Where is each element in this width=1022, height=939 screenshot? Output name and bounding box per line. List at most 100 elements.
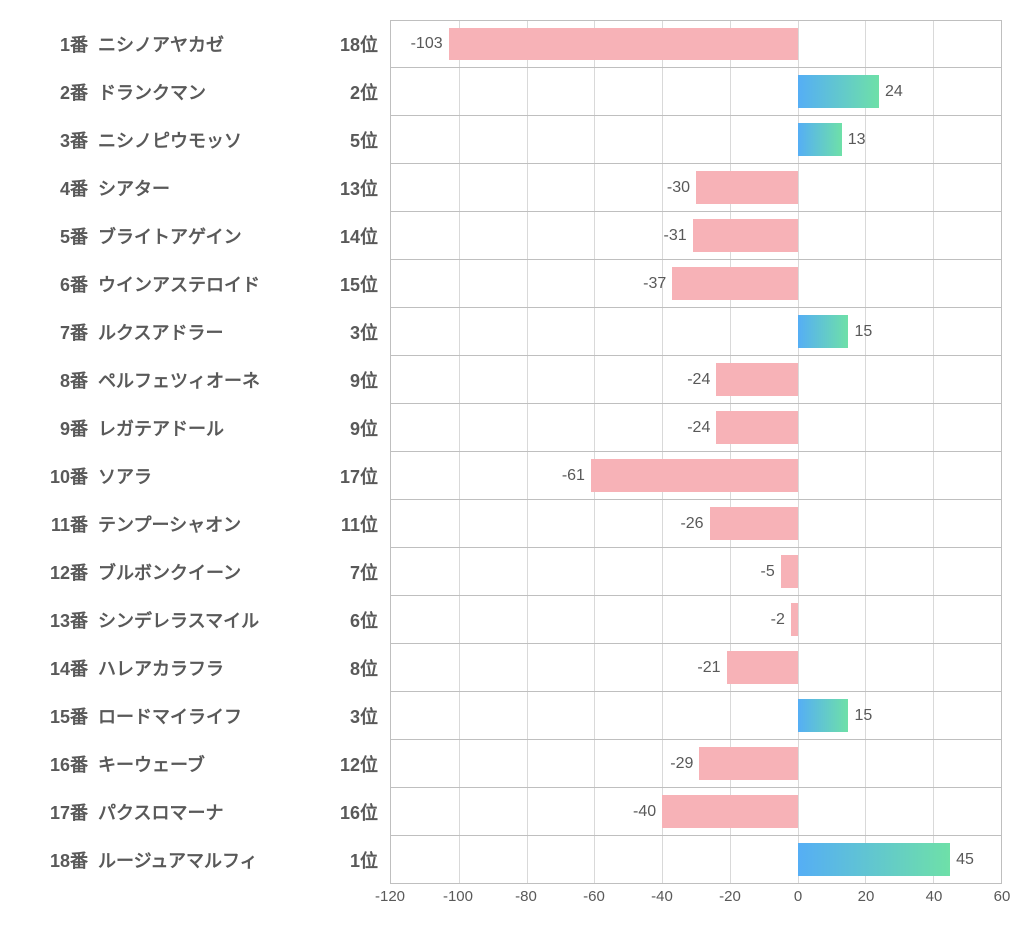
table-row: 8番 ペルフェツィオーネ 9位 -24 <box>20 356 1002 404</box>
table-row: 4番 シアター 13位 -30 <box>20 164 1002 212</box>
entry-rank: 1位 <box>318 847 390 873</box>
plot-cell: -24 <box>390 404 1002 452</box>
entry-number: 9番 <box>20 415 98 441</box>
entry-number: 5番 <box>20 223 98 249</box>
bar-value-label: 13 <box>842 131 866 149</box>
bar-positive <box>798 843 951 876</box>
entry-rank: 12位 <box>318 751 390 777</box>
entry-rank: 13位 <box>318 175 390 201</box>
entry-name: ニシノアヤカゼ <box>98 31 318 57</box>
entry-name: ニシノピウモッソ <box>98 127 318 153</box>
bar-negative <box>727 651 798 684</box>
plot-cell: -61 <box>390 452 1002 500</box>
entry-rank: 3位 <box>318 703 390 729</box>
bar-negative <box>591 459 798 492</box>
bar-negative <box>716 363 797 396</box>
entry-number: 3番 <box>20 127 98 153</box>
bar-negative <box>449 28 798 60</box>
plot-cell: 15 <box>390 308 1002 356</box>
x-axis-plot: -120-100-80-60-40-200204060 <box>390 884 1002 914</box>
plot-cell: 24 <box>390 68 1002 116</box>
bar-negative <box>672 267 797 300</box>
entry-name: ウインアステロイド <box>98 271 318 297</box>
table-row: 16番 キーウェーブ 12位 -29 <box>20 740 1002 788</box>
table-row: 6番 ウインアステロイド 15位 -37 <box>20 260 1002 308</box>
entry-rank: 2位 <box>318 79 390 105</box>
bar-positive <box>798 123 842 156</box>
table-row: 10番 ソアラ 17位 -61 <box>20 452 1002 500</box>
entry-rank: 8位 <box>318 655 390 681</box>
bar-value-label: -29 <box>670 755 699 773</box>
table-row: 13番 シンデレラスマイル 6位 -2 <box>20 596 1002 644</box>
plot-cell: -21 <box>390 644 1002 692</box>
bar-value-label: -26 <box>680 515 709 533</box>
entry-name: ドランクマン <box>98 79 318 105</box>
entry-number: 16番 <box>20 751 98 777</box>
x-tick-label: 40 <box>926 888 943 905</box>
plot-cell: -26 <box>390 500 1002 548</box>
x-axis: -120-100-80-60-40-200204060 <box>20 884 1002 914</box>
entry-name: ルクスアドラー <box>98 319 318 345</box>
entry-name: キーウェーブ <box>98 751 318 777</box>
x-tick-label: -60 <box>583 888 605 905</box>
entry-name: ハレアカラフラ <box>98 655 318 681</box>
bar-negative <box>693 219 798 252</box>
entry-name: ロードマイライフ <box>98 703 318 729</box>
entry-name: ペルフェツィオーネ <box>98 367 318 393</box>
entry-name: ルージュアマルフィ <box>98 847 318 873</box>
plot-cell: 13 <box>390 116 1002 164</box>
x-tick-label: 60 <box>994 888 1011 905</box>
bar-value-label: 15 <box>849 707 873 725</box>
table-row: 2番 ドランクマン 2位 24 <box>20 68 1002 116</box>
bar-value-label: -31 <box>664 227 693 245</box>
entry-rank: 6位 <box>318 607 390 633</box>
bar-value-label: -103 <box>411 35 449 53</box>
plot-cell: -40 <box>390 788 1002 836</box>
entry-number: 8番 <box>20 367 98 393</box>
entry-number: 10番 <box>20 463 98 489</box>
plot-cell: -103 <box>390 20 1002 68</box>
bar-negative <box>662 795 798 828</box>
entry-number: 17番 <box>20 799 98 825</box>
entry-rank: 17位 <box>318 463 390 489</box>
entry-number: 11番 <box>20 511 98 537</box>
x-tick-label: 0 <box>794 888 802 905</box>
x-tick-label: -120 <box>375 888 405 905</box>
entry-rank: 11位 <box>318 511 390 537</box>
plot-cell: -2 <box>390 596 1002 644</box>
x-tick-label: -20 <box>719 888 741 905</box>
entry-name: ソアラ <box>98 463 318 489</box>
entry-number: 15番 <box>20 703 98 729</box>
table-row: 15番 ロードマイライフ 3位 15 <box>20 692 1002 740</box>
bar-value-label: 24 <box>879 83 903 101</box>
entry-rank: 9位 <box>318 415 390 441</box>
entry-number: 1番 <box>20 31 98 57</box>
entry-number: 13番 <box>20 607 98 633</box>
x-tick-label: 20 <box>858 888 875 905</box>
table-row: 12番 ブルボンクイーン 7位 -5 <box>20 548 1002 596</box>
bar-value-label: -24 <box>687 419 716 437</box>
bar-positive <box>798 75 879 108</box>
table-row: 11番 テンプーシャオン 11位 -26 <box>20 500 1002 548</box>
entry-number: 7番 <box>20 319 98 345</box>
table-row: 3番 ニシノピウモッソ 5位 13 <box>20 116 1002 164</box>
bar-value-label: -30 <box>667 179 696 197</box>
entry-name: ブルボンクイーン <box>98 559 318 585</box>
bar-value-label: -24 <box>687 371 716 389</box>
entry-number: 12番 <box>20 559 98 585</box>
entry-name: パクスロマーナ <box>98 799 318 825</box>
bar-negative <box>781 555 798 588</box>
plot-cell: -24 <box>390 356 1002 404</box>
entry-number: 2番 <box>20 79 98 105</box>
x-tick-label: -80 <box>515 888 537 905</box>
plot-cell: 15 <box>390 692 1002 740</box>
bar-negative <box>696 171 798 204</box>
bar-value-label: -21 <box>697 659 726 677</box>
plot-cell: -31 <box>390 212 1002 260</box>
horse-rating-chart: 1番 ニシノアヤカゼ 18位 -103 2番 ドランクマン 2位 24 3番 ニ… <box>20 20 1002 914</box>
plot-cell: -30 <box>390 164 1002 212</box>
entry-name: シアター <box>98 175 318 201</box>
entry-rank: 14位 <box>318 223 390 249</box>
entry-rank: 9位 <box>318 367 390 393</box>
entry-rank: 7位 <box>318 559 390 585</box>
